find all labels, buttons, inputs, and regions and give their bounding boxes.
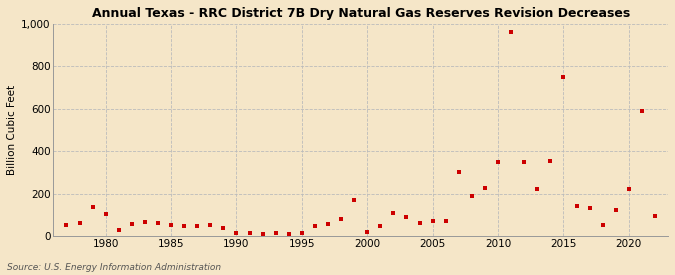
Point: [440, 219, 451, 223]
Point: [454, 170, 464, 175]
Point: [649, 214, 660, 218]
Point: [218, 225, 229, 230]
Point: [571, 204, 582, 208]
Point: [323, 222, 333, 227]
Point: [165, 223, 176, 228]
Point: [414, 221, 425, 226]
Point: [270, 231, 281, 235]
Point: [335, 217, 346, 221]
Point: [284, 232, 294, 236]
Point: [87, 205, 98, 210]
Point: [375, 224, 385, 229]
Y-axis label: Billion Cubic Feet: Billion Cubic Feet: [7, 85, 17, 175]
Title: Annual Texas - RRC District 7B Dry Natural Gas Reserves Revision Decreases: Annual Texas - RRC District 7B Dry Natur…: [92, 7, 630, 20]
Point: [624, 187, 634, 192]
Point: [310, 224, 321, 229]
Point: [140, 220, 151, 224]
Point: [244, 231, 255, 236]
Point: [205, 223, 216, 228]
Point: [101, 211, 111, 216]
Point: [401, 215, 412, 219]
Point: [296, 231, 307, 235]
Point: [61, 223, 72, 228]
Point: [637, 109, 647, 113]
Point: [257, 232, 268, 236]
Point: [192, 224, 202, 229]
Point: [532, 187, 543, 192]
Point: [479, 186, 490, 191]
Point: [610, 207, 621, 212]
Point: [113, 227, 124, 232]
Point: [349, 198, 360, 202]
Point: [388, 210, 399, 215]
Text: Source: U.S. Energy Information Administration: Source: U.S. Energy Information Administ…: [7, 263, 221, 272]
Point: [466, 194, 477, 198]
Point: [558, 75, 569, 79]
Point: [506, 30, 516, 35]
Point: [427, 219, 438, 223]
Point: [153, 221, 163, 226]
Point: [493, 160, 504, 164]
Point: [179, 224, 190, 229]
Point: [126, 222, 137, 227]
Point: [74, 221, 85, 226]
Point: [362, 230, 373, 234]
Point: [519, 160, 530, 164]
Point: [597, 223, 608, 228]
Point: [584, 206, 595, 211]
Point: [231, 231, 242, 235]
Point: [545, 158, 556, 163]
